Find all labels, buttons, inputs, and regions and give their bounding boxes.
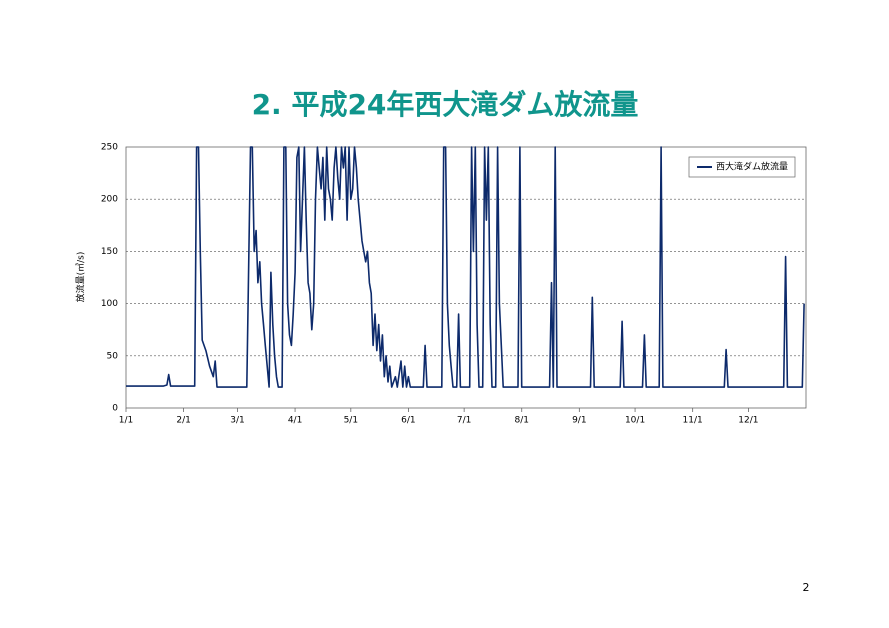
x-tick-label: 5/1 xyxy=(344,416,358,426)
y-tick-label: 50 xyxy=(107,351,119,361)
y-tick-label: 100 xyxy=(101,299,118,309)
x-tick-label: 8/1 xyxy=(514,416,528,426)
chart-title: 2. 平成24年西大滝ダム放流量 xyxy=(252,88,639,121)
y-axis-label: 放流量(㎥/s) xyxy=(75,252,87,303)
legend-box xyxy=(688,156,796,178)
y-tick-label: 250 xyxy=(101,143,118,153)
legend-label: 西大滝ダム放流量 xyxy=(716,161,788,173)
y-tick-label: 150 xyxy=(101,247,118,257)
x-tick-label: 4/1 xyxy=(288,416,302,426)
x-tick-label: 6/1 xyxy=(401,416,415,426)
x-tick-label: 2/1 xyxy=(176,416,190,426)
x-tick-label: 3/1 xyxy=(230,416,244,426)
y-tick-label: 200 xyxy=(101,195,118,205)
x-tick-label: 11/1 xyxy=(683,416,703,426)
data-line xyxy=(126,146,805,388)
x-tick-label: 10/1 xyxy=(625,416,645,426)
x-tick-label: 9/1 xyxy=(572,416,586,426)
x-tick-label: 12/1 xyxy=(738,416,758,426)
page-number: 2 xyxy=(803,581,810,594)
y-tick-label: 0 xyxy=(112,404,118,414)
plot-frame xyxy=(125,146,807,409)
x-tick-label: 1/1 xyxy=(119,416,133,426)
x-tick-label: 7/1 xyxy=(457,416,471,426)
